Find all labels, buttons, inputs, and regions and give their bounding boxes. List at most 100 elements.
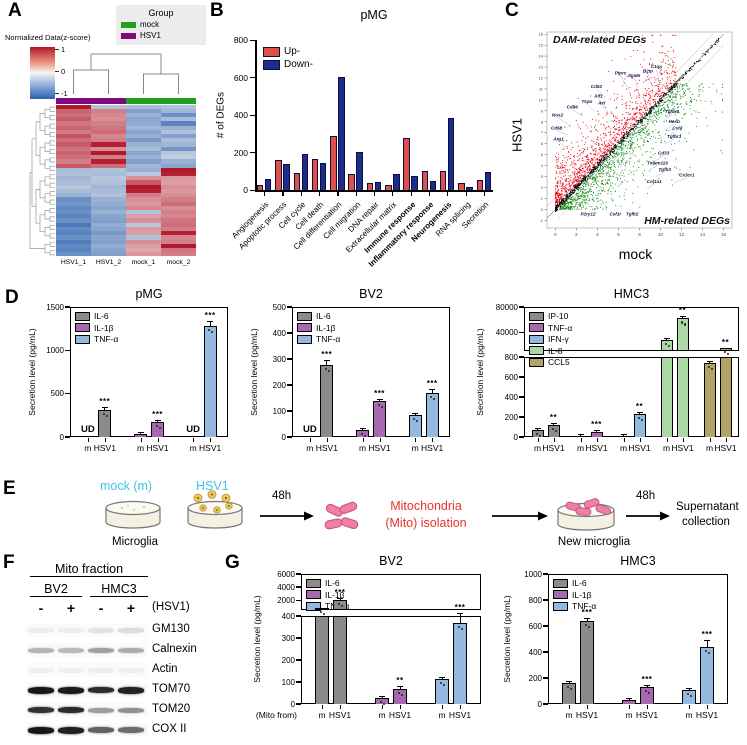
data-point bbox=[562, 166, 564, 168]
data-point bbox=[583, 186, 585, 188]
gene-label: Hexb bbox=[669, 119, 680, 124]
data-point bbox=[639, 63, 641, 65]
data-point bbox=[565, 187, 567, 189]
data-point bbox=[613, 134, 615, 136]
y-tick bbox=[65, 306, 70, 308]
data-point bbox=[621, 95, 623, 97]
data-point bbox=[566, 146, 568, 148]
data-point bbox=[557, 204, 559, 206]
data-point bbox=[629, 153, 631, 155]
x-axis bbox=[255, 190, 493, 192]
data-point bbox=[616, 159, 618, 161]
data-point bbox=[657, 114, 659, 116]
data-point bbox=[689, 87, 691, 89]
data-point bbox=[612, 200, 614, 202]
data-point bbox=[672, 120, 675, 122]
panel-f-label: F bbox=[3, 552, 15, 573]
data-point bbox=[613, 165, 616, 167]
data-point bbox=[575, 202, 577, 204]
data-point bbox=[673, 51, 675, 53]
error-whisker bbox=[379, 398, 380, 401]
data-point bbox=[605, 134, 607, 136]
data-point bbox=[617, 140, 619, 142]
data-point bbox=[563, 207, 565, 209]
data-point bbox=[669, 100, 671, 102]
error-cap bbox=[457, 612, 463, 614]
data-dot bbox=[377, 403, 380, 406]
data-point bbox=[629, 87, 631, 89]
blot-row-label: COX II bbox=[152, 723, 187, 735]
data-point bbox=[684, 90, 687, 92]
heatmap-cell bbox=[91, 112, 126, 118]
data-dot bbox=[461, 627, 464, 630]
legend-item: HSV1 bbox=[121, 31, 201, 40]
data-point bbox=[587, 197, 589, 199]
data-point bbox=[643, 174, 645, 176]
data-point bbox=[607, 145, 609, 147]
data-point bbox=[574, 179, 576, 181]
data-point bbox=[566, 159, 568, 161]
data-point bbox=[582, 183, 585, 185]
data-point bbox=[653, 161, 655, 163]
data-point bbox=[587, 169, 589, 172]
data-point bbox=[670, 58, 672, 60]
y-tick-label: 0 bbox=[59, 432, 64, 442]
data-point bbox=[629, 131, 631, 133]
data-point bbox=[593, 165, 595, 167]
legend-label: mock bbox=[140, 20, 160, 29]
y-tick bbox=[519, 436, 524, 438]
x-tick bbox=[647, 705, 649, 709]
data-point bbox=[591, 163, 593, 165]
gene-callout-line bbox=[647, 73, 653, 87]
data-point bbox=[606, 157, 608, 159]
data-point bbox=[575, 173, 577, 175]
data-point bbox=[660, 141, 662, 143]
y-tick bbox=[519, 331, 524, 333]
data-point bbox=[641, 116, 643, 118]
data-point bbox=[571, 203, 573, 205]
data-point bbox=[606, 149, 608, 151]
chart-ylabel: Secretion level (pg/mL) bbox=[27, 328, 37, 416]
data-point bbox=[603, 148, 605, 150]
data-point bbox=[603, 147, 605, 149]
data-point bbox=[561, 172, 563, 174]
data-point bbox=[611, 143, 613, 145]
data-point bbox=[621, 158, 624, 160]
data-point bbox=[559, 197, 561, 199]
data-point bbox=[695, 61, 698, 63]
data-point bbox=[631, 117, 633, 119]
data-point bbox=[561, 197, 563, 199]
data-point bbox=[707, 48, 709, 50]
data-point bbox=[574, 174, 576, 176]
data-point bbox=[686, 85, 688, 87]
data-point bbox=[670, 64, 672, 66]
data-point bbox=[559, 203, 561, 205]
heatmap-cell bbox=[126, 214, 161, 219]
data-point bbox=[608, 150, 610, 152]
data-point bbox=[606, 121, 608, 123]
heatmap-cell bbox=[56, 252, 91, 257]
data-point bbox=[572, 198, 574, 200]
data-dot bbox=[327, 369, 331, 372]
colorbar-tick bbox=[55, 70, 59, 72]
data-point bbox=[612, 126, 614, 129]
data-point bbox=[558, 171, 560, 173]
data-point bbox=[557, 139, 560, 141]
data-point bbox=[556, 157, 558, 159]
y-tick-label: 0 bbox=[537, 699, 542, 709]
data-point bbox=[628, 130, 630, 132]
data-point bbox=[580, 183, 582, 185]
data-point bbox=[664, 141, 666, 143]
heatmap-cell bbox=[91, 142, 126, 147]
data-point bbox=[582, 205, 584, 207]
column-annotation-cell bbox=[161, 97, 196, 104]
data-point bbox=[624, 199, 626, 201]
data-point bbox=[630, 147, 632, 149]
data-point bbox=[641, 109, 643, 111]
gene-callout-line bbox=[556, 130, 569, 136]
data-point bbox=[623, 172, 625, 174]
significance-stars: *** bbox=[454, 602, 466, 612]
significance-stars: *** bbox=[374, 388, 385, 398]
